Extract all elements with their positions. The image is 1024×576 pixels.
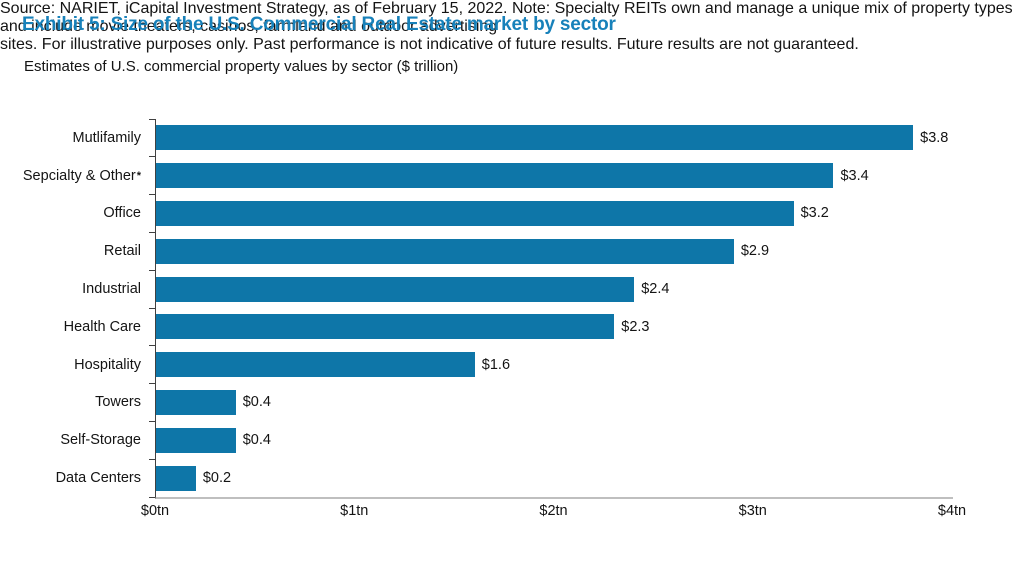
y-axis-tick bbox=[149, 156, 155, 158]
bar-mutlifamily bbox=[156, 125, 914, 151]
bar-row-sepcialty-other: $3.4 bbox=[156, 157, 953, 195]
y-axis-tick bbox=[149, 458, 155, 460]
category-label-hospitality: Hospitality bbox=[74, 356, 141, 373]
x-axis-tick-label-4tn: $4tn bbox=[937, 503, 967, 519]
category-label-sepcialty-other: Sepcialty & Other * bbox=[22, 167, 141, 184]
y-axis-tick bbox=[149, 118, 155, 120]
y-axis-tick bbox=[149, 496, 155, 498]
bar-office bbox=[156, 200, 794, 226]
bar-row-hospitality: $1.6 bbox=[156, 346, 953, 384]
source-note-line: Source: NARIET, iCapital Investment Stra… bbox=[0, 0, 1013, 35]
y-axis-tick bbox=[149, 345, 155, 347]
category-label-towers: Towers bbox=[95, 394, 141, 411]
y-axis-tick bbox=[149, 420, 155, 422]
y-axis-tick bbox=[149, 194, 155, 196]
chart-subtitle: Estimates of U.S. commercial property va… bbox=[24, 58, 459, 75]
category-label-data-centers: Data Centers bbox=[55, 470, 141, 487]
value-label-health-care: $2.3 bbox=[621, 318, 650, 335]
bar-row-industrial: $2.4 bbox=[156, 270, 953, 308]
category-label-mutlifamily: Mutlifamily bbox=[72, 129, 141, 146]
y-axis-tick bbox=[149, 307, 155, 309]
bar-row-health-care: $2.3 bbox=[156, 308, 953, 346]
bar-self-storage bbox=[156, 427, 236, 453]
bar-row-towers: $0.4 bbox=[156, 384, 953, 422]
y-axis-tick bbox=[149, 231, 155, 233]
bar-industrial bbox=[156, 276, 635, 302]
value-label-hospitality: $1.6 bbox=[481, 356, 511, 373]
exhibit-title: Exhibit 5: Size of the U.S. Commercial R… bbox=[22, 14, 616, 35]
bar-row-mutlifamily: $3.8 bbox=[156, 119, 953, 157]
bar-row-office: $3.2 bbox=[156, 195, 953, 233]
bar-data-centers bbox=[156, 465, 196, 491]
category-label-office: Office bbox=[103, 205, 141, 222]
bar-row-self-storage: $0.4 bbox=[156, 421, 953, 459]
bar-health-care bbox=[156, 314, 615, 340]
y-axis-tick bbox=[149, 269, 155, 271]
category-label-industrial: Industrial bbox=[82, 281, 141, 298]
source-note-line: sites. For illustrative purposes only. P… bbox=[0, 36, 859, 53]
x-axis-tick-label-2tn: $2tn bbox=[539, 503, 568, 519]
value-label-industrial: $2.4 bbox=[641, 281, 670, 298]
value-label-mutlifamily: $3.8 bbox=[920, 129, 949, 146]
bar-row-data-centers: $0.2 bbox=[156, 459, 953, 497]
value-label-towers: $0.4 bbox=[242, 394, 271, 411]
bar-sepcialty-other bbox=[156, 163, 834, 189]
x-axis-tick-label-3tn: $3tn bbox=[738, 503, 767, 519]
x-axis-tick-label-1tn: $1tn bbox=[340, 503, 369, 519]
value-label-sepcialty-other: $3.4 bbox=[840, 167, 869, 184]
bar-hospitality bbox=[156, 352, 475, 378]
bar-rows: $3.8 $3.4 $3.2 $2.9 $2.4 $2.3 $1.6 $0.4 $0.4 $0.2 bbox=[156, 119, 953, 497]
x-axis-tick-labels: $0tn $1tn $2tn $3tn $4tn bbox=[141, 503, 966, 523]
value-label-retail: $2.9 bbox=[740, 243, 770, 260]
bar-retail bbox=[156, 238, 734, 264]
category-label-self-storage: Self-Storage bbox=[60, 432, 141, 449]
plot-area: $3.8 $3.4 $3.2 $2.9 $2.4 $2.3 $1.6 $0.4 $0.4 $0.2 bbox=[149, 118, 953, 499]
bar-row-retail: $2.9 bbox=[156, 232, 953, 270]
y-axis-tick bbox=[149, 383, 155, 385]
value-label-self-storage: $0.4 bbox=[242, 432, 271, 449]
x-axis-tick-label-0tn: $0tn bbox=[140, 503, 170, 519]
value-label-data-centers: $0.2 bbox=[202, 470, 232, 487]
category-label-health-care: Health Care bbox=[63, 318, 141, 335]
y-axis-category-labels: Mutlifamily Sepcialty & Other * Office Retai… bbox=[0, 119, 141, 497]
value-label-office: $3.2 bbox=[800, 205, 829, 222]
category-label-retail: Retail bbox=[103, 243, 141, 260]
bar-towers bbox=[156, 389, 236, 415]
